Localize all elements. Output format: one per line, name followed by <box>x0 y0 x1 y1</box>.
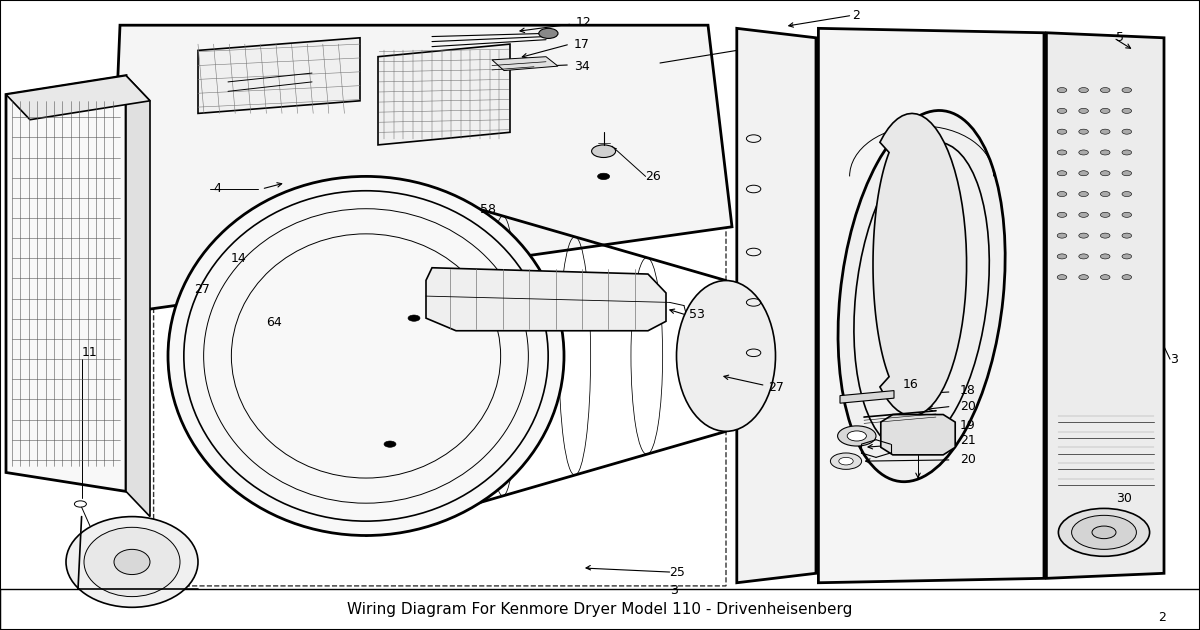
Circle shape <box>1100 254 1110 259</box>
Text: 3: 3 <box>1170 353 1178 365</box>
Circle shape <box>1122 88 1132 93</box>
Ellipse shape <box>838 110 1006 482</box>
Circle shape <box>1057 129 1067 134</box>
Text: 27: 27 <box>194 284 210 296</box>
Circle shape <box>1122 233 1132 238</box>
Polygon shape <box>1046 33 1164 578</box>
Bar <box>0 589 1200 630</box>
Circle shape <box>1079 275 1088 280</box>
Text: 53: 53 <box>689 309 704 321</box>
Ellipse shape <box>66 517 198 607</box>
Text: 20: 20 <box>960 400 976 413</box>
Circle shape <box>830 453 862 469</box>
Ellipse shape <box>114 549 150 575</box>
Text: 3: 3 <box>670 585 678 597</box>
Circle shape <box>1122 275 1132 280</box>
Circle shape <box>1057 212 1067 217</box>
Circle shape <box>1100 233 1110 238</box>
Circle shape <box>1100 192 1110 197</box>
Circle shape <box>1057 233 1067 238</box>
Text: 25: 25 <box>670 566 685 578</box>
Circle shape <box>408 315 420 321</box>
Text: 18: 18 <box>960 384 976 397</box>
Circle shape <box>847 431 866 441</box>
Circle shape <box>598 173 610 180</box>
Text: 26: 26 <box>646 170 661 183</box>
Ellipse shape <box>168 176 564 536</box>
Circle shape <box>1079 108 1088 113</box>
Circle shape <box>1079 150 1088 155</box>
Text: 21: 21 <box>960 435 976 447</box>
Circle shape <box>1122 108 1132 113</box>
Circle shape <box>839 457 853 465</box>
Circle shape <box>1100 108 1110 113</box>
Circle shape <box>1079 88 1088 93</box>
Text: 14: 14 <box>230 252 246 265</box>
Ellipse shape <box>84 527 180 597</box>
Circle shape <box>1079 129 1088 134</box>
Polygon shape <box>6 76 126 491</box>
Text: 64: 64 <box>266 316 282 329</box>
Circle shape <box>1079 212 1088 217</box>
Polygon shape <box>840 391 894 403</box>
Text: 27: 27 <box>768 381 784 394</box>
Text: Wiring Diagram For Kenmore Dryer Model 110 - Drivenheisenberg: Wiring Diagram For Kenmore Dryer Model 1… <box>347 602 853 617</box>
Circle shape <box>1057 150 1067 155</box>
Text: 5: 5 <box>1116 32 1124 44</box>
Polygon shape <box>108 25 732 315</box>
Polygon shape <box>492 57 558 71</box>
Polygon shape <box>6 76 150 120</box>
Circle shape <box>1100 212 1110 217</box>
Circle shape <box>1122 212 1132 217</box>
Circle shape <box>1079 192 1088 197</box>
Circle shape <box>1057 275 1067 280</box>
Circle shape <box>1058 508 1150 556</box>
Circle shape <box>1100 171 1110 176</box>
Circle shape <box>1079 233 1088 238</box>
Text: 16: 16 <box>902 378 918 391</box>
Polygon shape <box>198 38 360 113</box>
Text: 2: 2 <box>852 9 860 22</box>
Circle shape <box>1122 150 1132 155</box>
Polygon shape <box>874 113 966 416</box>
Polygon shape <box>126 76 150 517</box>
Circle shape <box>1092 526 1116 539</box>
Text: 19: 19 <box>960 419 976 432</box>
Text: 34: 34 <box>574 60 589 72</box>
Circle shape <box>1057 108 1067 113</box>
Circle shape <box>539 28 558 38</box>
Circle shape <box>1100 150 1110 155</box>
Text: 4: 4 <box>214 183 222 195</box>
Polygon shape <box>818 28 1044 583</box>
Circle shape <box>1100 129 1110 134</box>
Circle shape <box>1122 129 1132 134</box>
Circle shape <box>1079 171 1088 176</box>
Text: 17: 17 <box>574 38 589 50</box>
Polygon shape <box>881 415 955 455</box>
Text: 58: 58 <box>480 203 496 215</box>
Circle shape <box>1122 171 1132 176</box>
Polygon shape <box>737 28 816 583</box>
Circle shape <box>1122 192 1132 197</box>
Circle shape <box>1057 88 1067 93</box>
Circle shape <box>1079 254 1088 259</box>
Circle shape <box>1057 192 1067 197</box>
Circle shape <box>1100 88 1110 93</box>
Circle shape <box>1057 254 1067 259</box>
Text: 11: 11 <box>82 346 97 359</box>
Circle shape <box>1100 275 1110 280</box>
Circle shape <box>1057 171 1067 176</box>
Circle shape <box>384 441 396 447</box>
Text: 12: 12 <box>576 16 592 28</box>
Text: 30: 30 <box>1116 493 1132 505</box>
Polygon shape <box>426 268 666 331</box>
Circle shape <box>592 145 616 158</box>
Circle shape <box>1072 515 1136 549</box>
Circle shape <box>1122 254 1132 259</box>
Text: 2: 2 <box>1158 611 1166 624</box>
Text: 20: 20 <box>960 454 976 466</box>
Ellipse shape <box>677 280 775 432</box>
Polygon shape <box>378 44 510 145</box>
Circle shape <box>838 426 876 446</box>
